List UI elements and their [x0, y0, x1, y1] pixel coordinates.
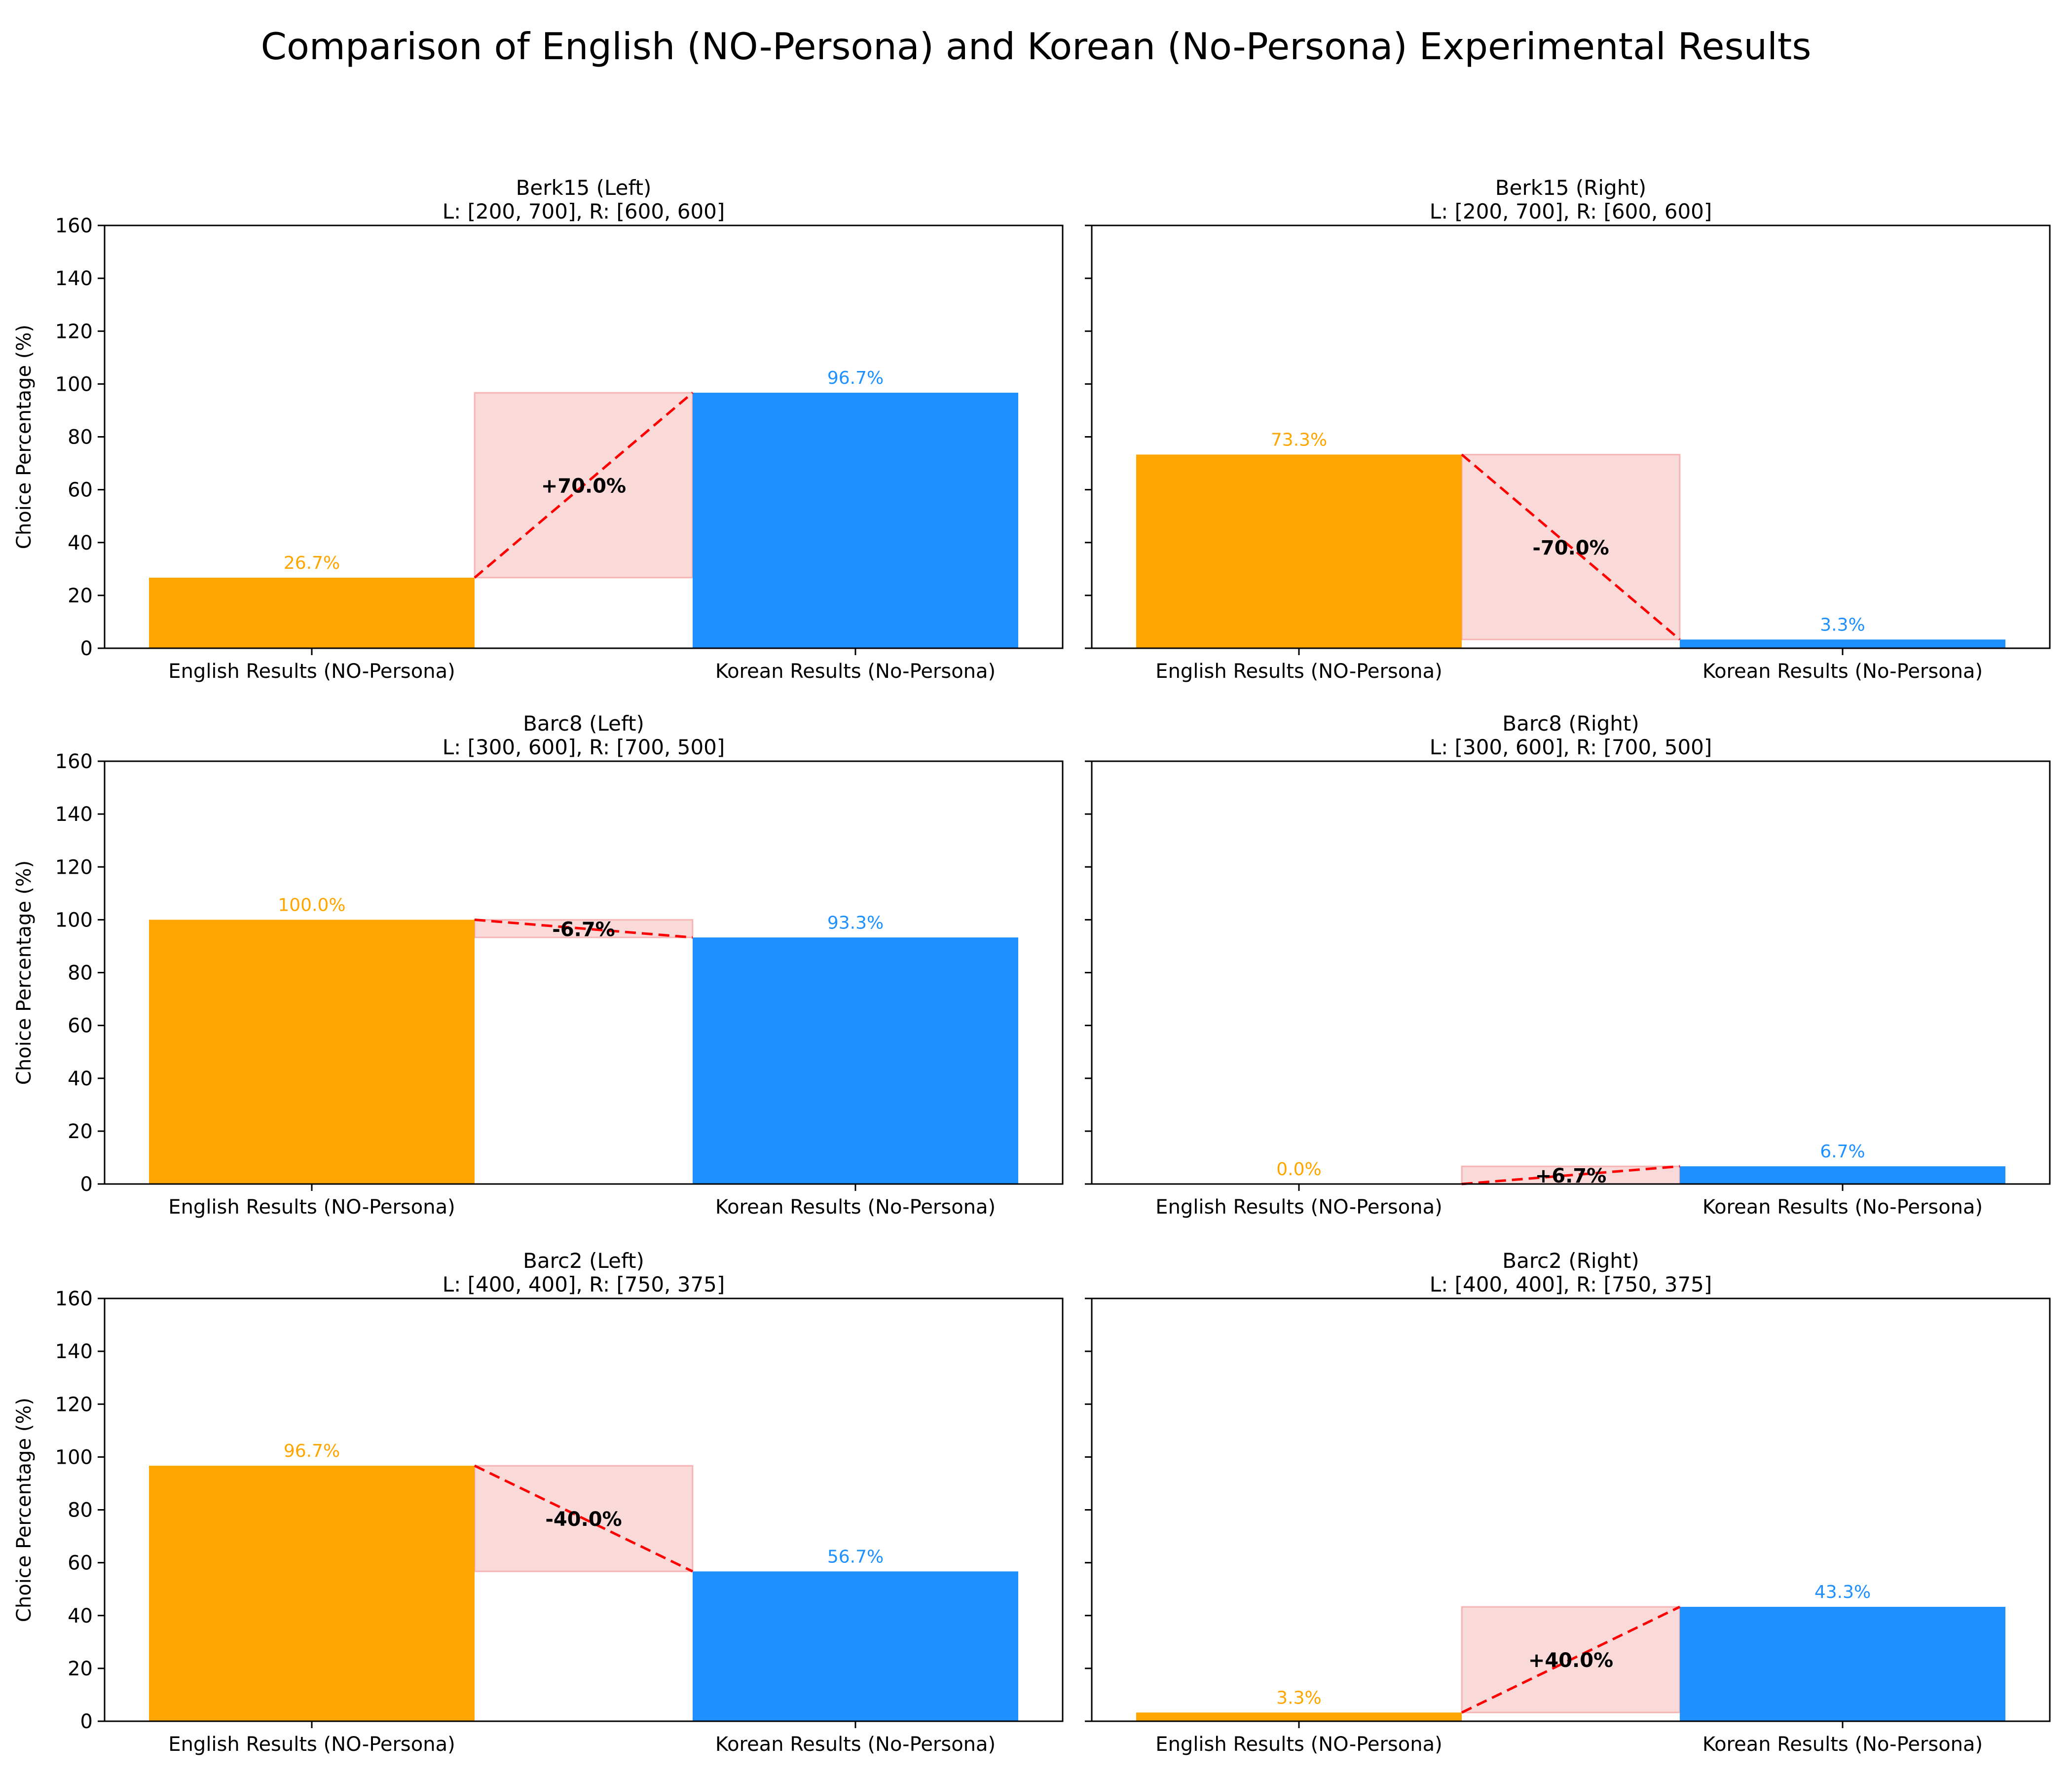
x-tick-label: English Results (NO-Persona): [1155, 1196, 1442, 1219]
difference-label: +40.0%: [1528, 1649, 1613, 1672]
bar-korean: [1680, 1607, 2005, 1721]
x-tick-label: English Results (NO-Persona): [168, 1196, 455, 1219]
bar-english: [1136, 1712, 1462, 1721]
value-label-english: 96.7%: [284, 1441, 340, 1461]
y-tick-label: 20: [68, 1120, 93, 1143]
figure-title: Comparison of English (NO-Persona) and K…: [261, 25, 1812, 68]
difference-label: -40.0%: [545, 1508, 622, 1531]
difference-line: [1461, 1165, 1680, 1185]
subplot-title: Barc2 (Right): [1502, 1249, 1639, 1273]
x-tick-label: Korean Results (No-Persona): [1702, 1196, 1983, 1219]
bar-korean: [693, 937, 1018, 1184]
y-tick-label: 0: [80, 1710, 93, 1733]
bar-english: [149, 920, 475, 1184]
bar-korean: [1680, 1166, 2005, 1184]
difference-line: [474, 1464, 694, 1573]
value-label-korean: 56.7%: [827, 1547, 884, 1567]
value-label-english: 0.0%: [1276, 1159, 1321, 1180]
y-axis-label: Choice Percentage (%): [13, 1398, 36, 1622]
subplot-subtitle: L: [200, 700], R: [600, 600]: [443, 199, 725, 223]
x-tick-label: Korean Results (No-Persona): [715, 1196, 996, 1219]
subplot: Berk15 (Left)L: [200, 700], R: [600, 600…: [13, 176, 1064, 683]
y-tick-label: 80: [68, 962, 93, 985]
x-tick-label: Korean Results (No-Persona): [1702, 660, 1983, 683]
y-tick-label: 160: [55, 215, 93, 237]
subplot: Barc8 (Left)L: [300, 600], R: [700, 500]…: [13, 711, 1064, 1219]
y-axis-label: Choice Percentage (%): [13, 860, 36, 1085]
y-tick-label: 40: [68, 532, 93, 555]
bar-korean: [693, 393, 1018, 648]
y-tick-label: 20: [68, 1658, 93, 1680]
value-label-english: 26.7%: [284, 553, 340, 573]
y-axis-label: Choice Percentage (%): [13, 325, 36, 549]
y-tick-label: 120: [55, 1393, 93, 1416]
y-tick-label: 60: [68, 1552, 93, 1575]
y-tick-label: 40: [68, 1068, 93, 1090]
subplot-title: Berk15 (Right): [1495, 176, 1646, 200]
bar-korean: [693, 1571, 1018, 1721]
value-label-english: 73.3%: [1271, 430, 1327, 450]
x-tick-label: Korean Results (No-Persona): [715, 660, 996, 683]
subplot: Barc2 (Right)L: [400, 400], R: [750, 375…: [1085, 1249, 2051, 1756]
difference-line: [474, 918, 693, 939]
difference-line: [1461, 1605, 1681, 1714]
subplot-subtitle: L: [400, 400], R: [750, 375]: [1430, 1272, 1712, 1296]
subplot-grid: Berk15 (Left)L: [200, 700], R: [600, 600…: [13, 176, 2051, 1756]
y-tick-label: 160: [55, 750, 93, 773]
value-label-english: 3.3%: [1276, 1688, 1321, 1708]
x-tick-label: English Results (NO-Persona): [1155, 660, 1442, 683]
value-label-korean: 6.7%: [1820, 1142, 1865, 1162]
subplot-title: Barc8 (Left): [523, 711, 644, 736]
difference-label: +70.0%: [541, 475, 626, 498]
bar-english: [149, 1466, 475, 1721]
y-tick-label: 100: [55, 373, 93, 396]
value-label-korean: 43.3%: [1814, 1582, 1871, 1602]
y-tick-label: 160: [55, 1288, 93, 1310]
bar-english: [1136, 454, 1462, 648]
subplot-subtitle: L: [400, 400], R: [750, 375]: [443, 1272, 725, 1296]
x-tick-label: Korean Results (No-Persona): [1702, 1733, 1983, 1756]
subplot: Barc2 (Left)L: [400, 400], R: [750, 375]…: [13, 1249, 1064, 1756]
y-tick-label: 140: [55, 1340, 93, 1363]
value-label-korean: 3.3%: [1820, 615, 1865, 635]
subplot-title: Barc2 (Left): [523, 1249, 644, 1273]
difference-label: -6.7%: [552, 918, 615, 941]
y-tick-label: 100: [55, 1446, 93, 1469]
x-tick-label: English Results (NO-Persona): [1155, 1733, 1442, 1756]
x-tick-label: English Results (NO-Persona): [168, 660, 455, 683]
y-tick-label: 120: [55, 320, 93, 343]
value-label-korean: 96.7%: [827, 368, 884, 388]
x-tick-label: Korean Results (No-Persona): [715, 1733, 996, 1756]
bar-english: [149, 577, 475, 648]
subplot: Berk15 (Right)L: [200, 700], R: [600, 60…: [1085, 176, 2051, 683]
y-tick-label: 0: [80, 1173, 93, 1196]
y-tick-label: 120: [55, 856, 93, 879]
subplot-subtitle: L: [300, 600], R: [700, 500]: [1430, 735, 1712, 759]
subplot: Barc8 (Right)L: [300, 600], R: [700, 500…: [1085, 711, 2051, 1219]
subplot-title: Berk15 (Left): [516, 176, 652, 200]
difference-label: -70.0%: [1532, 537, 1609, 559]
x-tick-label: English Results (NO-Persona): [168, 1733, 455, 1756]
subplot-title: Barc8 (Right): [1502, 711, 1639, 736]
y-tick-label: 80: [68, 426, 93, 449]
y-tick-label: 100: [55, 909, 93, 931]
bar-korean: [1680, 639, 2005, 648]
value-label-korean: 93.3%: [827, 913, 884, 933]
y-tick-label: 60: [68, 1015, 93, 1037]
y-tick-label: 0: [80, 637, 93, 660]
value-label-english: 100.0%: [278, 895, 345, 915]
y-tick-label: 40: [68, 1605, 93, 1628]
y-tick-label: 140: [55, 267, 93, 290]
difference-line: [474, 392, 694, 579]
subplot-subtitle: L: [200, 700], R: [600, 600]: [1430, 199, 1712, 223]
axes-frame: [1091, 760, 2051, 1185]
difference-line: [1461, 453, 1681, 641]
y-tick-label: 140: [55, 803, 93, 826]
subplot-subtitle: L: [300, 600], R: [700, 500]: [443, 735, 725, 759]
y-tick-label: 60: [68, 479, 93, 502]
y-tick-label: 20: [68, 585, 93, 607]
y-tick-label: 80: [68, 1499, 93, 1522]
